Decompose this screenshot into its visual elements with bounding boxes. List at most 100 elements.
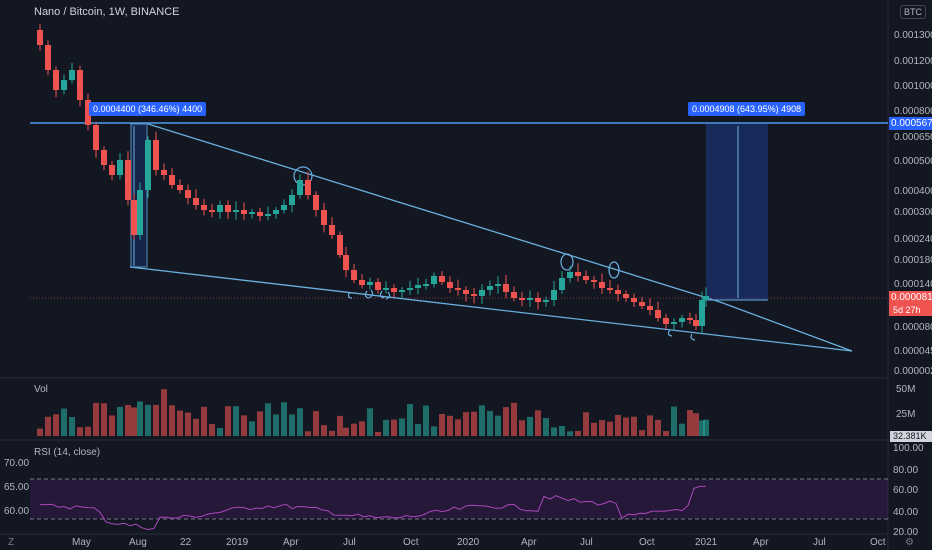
volume-bar <box>131 407 137 436</box>
candle-body <box>117 160 123 175</box>
volume-bar <box>249 421 255 436</box>
volume-bar <box>153 404 159 436</box>
candle-body <box>671 322 677 324</box>
candle-body <box>281 205 287 210</box>
settings-icon[interactable]: ⚙ <box>905 537 914 548</box>
candle-body <box>583 276 589 280</box>
right-measure-label[interactable]: 0.0004908 (643.95%) 4908 <box>688 102 806 116</box>
volume-bar <box>519 420 525 436</box>
left-measure-label[interactable]: 0.0004400 (346.46%) 4400 <box>89 102 207 116</box>
candle-body <box>575 272 581 276</box>
time-tick: Apr <box>521 537 537 548</box>
candle-body <box>241 210 247 214</box>
volume-bar <box>607 421 613 436</box>
candle-body <box>527 298 533 300</box>
rsi-right-tick: 80.00 <box>893 465 919 476</box>
candle-body <box>137 190 143 235</box>
volume-bar <box>479 405 485 436</box>
candle-body <box>265 214 271 216</box>
price-tick: 0.0006500 <box>894 132 932 143</box>
volume-bar <box>125 405 131 436</box>
volume-bar <box>69 417 75 436</box>
candle-body <box>337 235 343 255</box>
price-tick: 0.0002400 <box>894 234 932 245</box>
time-tick: Jul <box>343 537 356 548</box>
candle-body <box>699 300 705 326</box>
candle-body <box>297 180 303 195</box>
volume-bar <box>169 405 175 436</box>
candle-body <box>257 212 263 216</box>
time-tick: May <box>72 537 91 548</box>
volume-bar <box>439 413 445 436</box>
candle-body <box>109 165 115 175</box>
time-tick: Jul <box>580 537 593 548</box>
volume-bar <box>591 422 597 436</box>
volume-bar <box>85 426 91 436</box>
candle-body <box>225 205 231 212</box>
candle-body <box>201 205 207 210</box>
currency-badge[interactable]: BTC <box>900 5 926 19</box>
time-tick: Apr <box>753 537 769 548</box>
candle-body <box>313 195 319 210</box>
candle-body <box>153 140 159 170</box>
price-tick: 0.0001800 <box>894 255 932 266</box>
candle-body <box>383 288 389 290</box>
zoom-icon[interactable]: Z <box>8 537 15 548</box>
volume-bar <box>535 410 541 436</box>
volume-bar <box>471 411 477 436</box>
candle-body <box>101 150 107 165</box>
candle-body <box>655 310 661 318</box>
volume-bar <box>543 417 549 436</box>
time-tick: 22 <box>180 537 192 548</box>
volume-bar <box>53 414 59 436</box>
candle-body <box>487 286 493 290</box>
lower-trendline <box>129 266 853 352</box>
candle-body <box>559 278 565 290</box>
volume-bar <box>233 406 239 436</box>
candle-body <box>45 45 51 70</box>
candle-body <box>519 298 525 300</box>
volume-bar <box>615 414 621 436</box>
volume-bar <box>407 404 413 436</box>
volume-bar <box>423 405 429 436</box>
rsi-right-tick: 100.00 <box>893 443 924 454</box>
candle-body <box>61 80 67 90</box>
candle-body <box>367 282 373 285</box>
candle-body <box>703 296 709 300</box>
candle-body <box>495 284 501 286</box>
time-tick: Oct <box>403 537 419 548</box>
volume-bar <box>703 419 709 436</box>
volume-bar <box>503 407 509 436</box>
rsi-right-tick: 20.00 <box>893 527 919 538</box>
candle-body <box>607 288 613 290</box>
time-tick: 2021 <box>695 537 718 548</box>
rsi-label: RSI (14, close) <box>34 447 101 458</box>
volume-bar <box>351 423 357 436</box>
volume-bar <box>399 418 405 436</box>
candle-body <box>663 318 669 324</box>
candle-body <box>463 290 469 294</box>
price-tick: 0.0008000 <box>894 106 932 117</box>
rsi-left-tick: 60.00 <box>4 506 30 517</box>
volume-bar <box>313 411 319 436</box>
volume-bar <box>551 427 557 436</box>
candle-body <box>567 272 573 278</box>
candle-body <box>679 318 685 322</box>
volume-bar <box>273 414 279 436</box>
volume-bar <box>671 406 677 436</box>
candle-body <box>551 290 557 300</box>
time-tick: Oct <box>639 537 655 548</box>
symbol-title: Nano / Bitcoin, 1W, BINANCE <box>34 6 180 18</box>
candle-body <box>145 140 151 190</box>
volume-bar <box>567 431 573 436</box>
volume-bar <box>297 408 303 436</box>
time-tick: Jul <box>813 537 826 548</box>
volume-bar <box>679 423 685 436</box>
volume-bar <box>137 401 143 436</box>
volume-bar <box>305 431 311 436</box>
volume-bar <box>623 417 629 436</box>
volume-bar <box>343 427 349 436</box>
volume-bar <box>639 430 645 436</box>
